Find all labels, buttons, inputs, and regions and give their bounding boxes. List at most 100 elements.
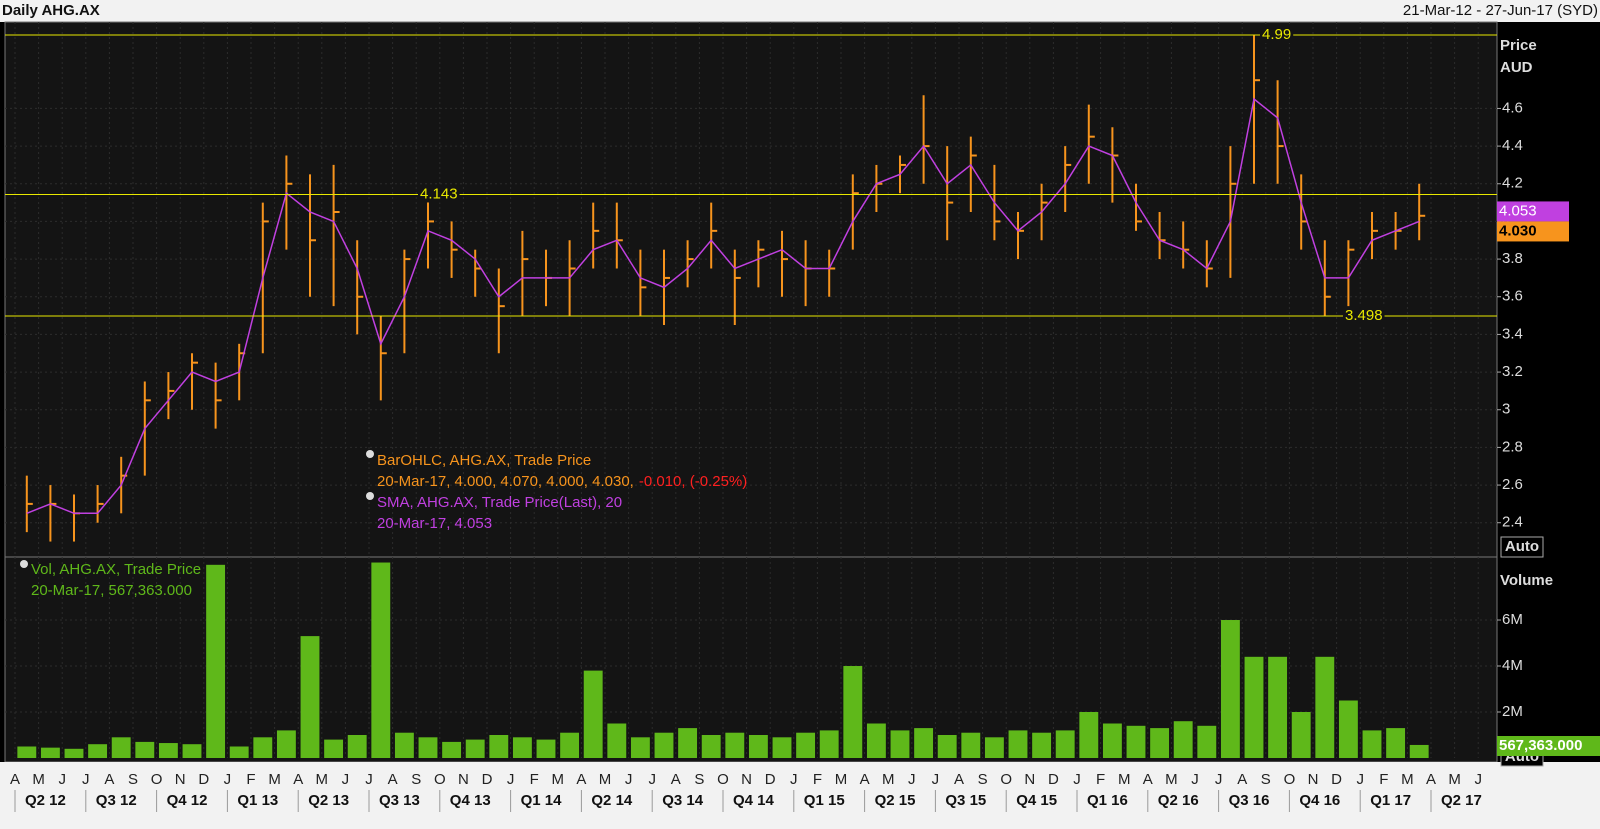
volume-bar [300,636,320,758]
volume-bar [937,735,957,758]
volume-bar [1268,656,1288,758]
quarter-label: Q4 16 [1299,792,1340,809]
x-tick-label: N [1308,771,1319,788]
x-tick-label: M [1401,771,1414,788]
volume-bar [111,737,131,758]
quarter-label: Q1 14 [521,792,563,809]
y-tick-label: 3.8 [1502,250,1523,267]
volume-bar [489,735,509,758]
legend-change: -0.010, (-0.25%) [639,473,747,490]
x-tick-label: A [860,771,870,788]
quarter-label: Q3 13 [379,792,420,809]
volume-bar [630,737,650,758]
volume-bar [1244,656,1264,758]
x-tick-label: J [1474,771,1482,788]
x-tick-label: F [1096,771,1105,788]
volume-bar [866,723,886,758]
quarter-label: Q2 16 [1158,792,1199,809]
volume-bar [394,732,414,758]
legend-entry: BarOHLC, AHG.AX, Trade Price [377,452,591,469]
x-tick-label: A [293,771,303,788]
volume-bar [1150,728,1170,758]
volume-bar [371,562,391,758]
x-tick-label: A [954,771,964,788]
y-tick-label: 4.2 [1502,175,1523,192]
legend-entry: Vol, AHG.AX, Trade Price [31,561,201,578]
y-tick-label: 2.6 [1502,476,1523,493]
volume-bar [276,730,296,758]
x-tick-label: J [507,771,515,788]
x-tick-label: O [1284,771,1296,788]
x-tick-label: D [198,771,209,788]
x-tick-label: J [342,771,350,788]
x-tick-label: F [813,771,822,788]
x-tick-label: J [908,771,916,788]
volume-bar [418,737,438,758]
quarter-label: Q1 17 [1370,792,1411,809]
x-tick-label: J [790,771,798,788]
date-range: 21-Mar-12 - 27-Jun-17 (SYD) [1403,2,1598,19]
quarter-label: Q3 14 [662,792,704,809]
volume-bar [1362,730,1382,758]
x-tick-label: A [576,771,586,788]
volume-bar [1055,730,1075,758]
sma-line [26,97,1420,515]
last-value: 4.030 [1499,222,1537,239]
volume-bar [678,728,698,758]
volume-bar [560,732,580,758]
x-tick-label: A [1237,771,1247,788]
y-tick-label: 3.6 [1502,288,1523,305]
y-tick-label: 4.4 [1502,137,1523,154]
volume-bar [890,730,910,758]
volume-bar [512,737,532,758]
volume-bar [465,739,485,758]
x-tick-label: A [1143,771,1153,788]
header-bar [0,0,1600,22]
volume-axis-title: Volume [1500,572,1553,589]
volume-bar [984,737,1004,758]
volume-bar [654,732,674,758]
x-tick-label: J [1356,771,1364,788]
x-tick-label: M [835,771,848,788]
quarter-label: Q2 13 [308,792,349,809]
auto-button-label[interactable]: Auto [1505,538,1539,555]
x-tick-label: M [268,771,281,788]
volume-bar [1338,700,1358,758]
volume-bar [442,741,462,758]
volume-bar [135,741,155,758]
x-tick-label: A [104,771,114,788]
x-tick-label: S [1261,771,1271,788]
x-tick-label: M [882,771,895,788]
x-tick-label: S [128,771,138,788]
x-tick-label: O [434,771,446,788]
volume-bar [206,564,226,758]
volume-bar [1008,730,1028,758]
volume-bar [229,746,249,758]
y-tick-label: 3 [1502,401,1510,418]
legend-detail: 20-Mar-17, 4.053 [377,515,492,532]
volume-bar [1386,728,1406,758]
quarter-label: Q4 12 [167,792,208,809]
quarter-label: Q2 17 [1441,792,1482,809]
volume-bar [961,732,981,758]
reference-label-bg [418,185,460,203]
volume-bar [1102,723,1122,758]
reference-label: 3.498 [1345,307,1383,324]
x-tick-label: M [552,771,565,788]
x-tick-label: O [717,771,729,788]
volume-bar [64,748,84,758]
x-tick-label: J [365,771,373,788]
x-tick-label: J [625,771,633,788]
x-tick-label: M [316,771,329,788]
volume-bar [1032,732,1052,758]
volume-bar [1126,725,1146,758]
reference-label-bg [1343,306,1385,324]
volume-bar [1079,712,1099,758]
x-tick-label: F [530,771,539,788]
x-tick-label: J [224,771,232,788]
last-value: 567,363.000 [1499,737,1582,754]
x-tick-label: N [175,771,186,788]
auto-button[interactable] [1500,536,1544,558]
x-tick-label: D [765,771,776,788]
